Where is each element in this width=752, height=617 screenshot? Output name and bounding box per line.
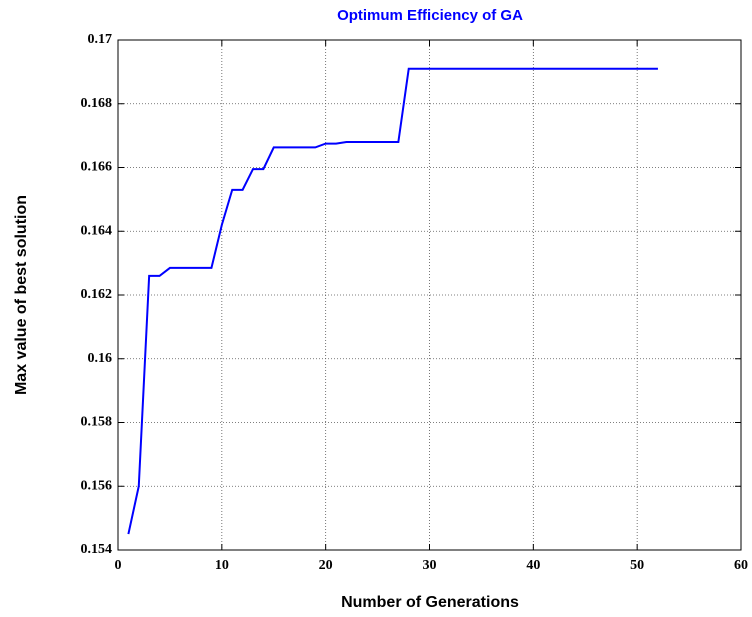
y-tick-label: 0.162 xyxy=(81,287,113,302)
x-tick-label: 0 xyxy=(115,558,122,573)
y-tick-label: 0.16 xyxy=(88,351,113,366)
x-tick-label: 20 xyxy=(319,558,333,573)
x-tick-label: 10 xyxy=(215,558,229,573)
x-axis-label: Number of Generations xyxy=(341,594,519,611)
y-tick-label: 0.164 xyxy=(81,223,113,238)
y-tick-label: 0.168 xyxy=(81,96,113,111)
x-tick-label: 60 xyxy=(734,558,748,573)
y-tick-label: 0.158 xyxy=(81,415,113,430)
data-line xyxy=(127,67,658,535)
x-tick-label: 40 xyxy=(526,558,540,573)
x-tick-label: 50 xyxy=(630,558,644,573)
x-tick-label: 30 xyxy=(423,558,437,573)
plot-frame xyxy=(117,39,742,551)
y-tick-label: 0.156 xyxy=(81,478,113,493)
y-tick-label: 0.166 xyxy=(81,160,113,175)
y-tick-label: 0.17 xyxy=(88,32,113,47)
y-axis-label: Max value of best solution xyxy=(13,195,30,395)
chart-title: Optimum Efficiency of GA xyxy=(337,7,523,24)
y-tick-label: 0.154 xyxy=(81,542,113,557)
